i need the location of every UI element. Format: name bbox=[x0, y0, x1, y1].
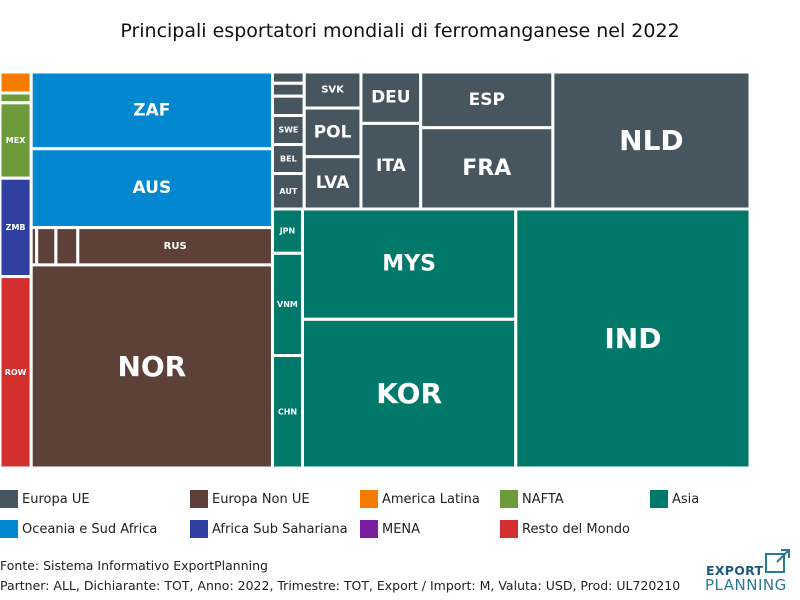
legend-swatch bbox=[190, 490, 208, 508]
treemap-cell bbox=[270, 94, 306, 118]
treemap-cell-label: ZMB bbox=[6, 223, 26, 232]
treemap-cell bbox=[514, 207, 752, 470]
details-note: Partner: ALL, Dichiarante: TOT, Anno: 20… bbox=[0, 578, 681, 593]
treemap-cell bbox=[29, 70, 274, 151]
logo-text-bottom: PLANNING bbox=[705, 576, 787, 594]
treemap-cell-label: KOR bbox=[376, 377, 442, 410]
treemap-cell bbox=[270, 143, 306, 176]
treemap-cell-label: NOR bbox=[117, 350, 186, 383]
legend-swatch bbox=[0, 520, 18, 538]
treemap-cell bbox=[54, 226, 80, 267]
treemap-cell bbox=[270, 207, 305, 255]
treemap-cell bbox=[35, 226, 58, 267]
treemap-cell-label: NLD bbox=[619, 124, 684, 157]
treemap-cell-label: RUS bbox=[164, 241, 187, 252]
treemap-cell-label: IND bbox=[604, 322, 661, 355]
treemap-cell bbox=[359, 121, 423, 211]
legend-item: Europa UE bbox=[0, 490, 90, 508]
legend-label: Europa UE bbox=[22, 491, 90, 507]
logo-text-top: EXPORT bbox=[706, 563, 764, 578]
legend-swatch bbox=[500, 490, 518, 508]
legend-swatch bbox=[500, 520, 518, 538]
legend-item: Resto del Mondo bbox=[500, 520, 630, 538]
treemap-cell-label: ZAF bbox=[133, 100, 170, 120]
legend-item: MENA bbox=[360, 520, 420, 538]
treemap-cell-label: DEU bbox=[371, 88, 411, 108]
treemap-cell-label: FRA bbox=[462, 156, 511, 181]
treemap-cell-label: MYS bbox=[382, 252, 436, 277]
treemap-cell bbox=[419, 70, 555, 130]
treemap-cell-label: MEX bbox=[6, 136, 26, 145]
treemap-cell bbox=[551, 70, 752, 211]
legend-label: MENA bbox=[382, 521, 421, 537]
treemap-cell bbox=[29, 263, 274, 470]
legend-item: Africa Sub Sahariana bbox=[190, 520, 348, 538]
treemap-cell bbox=[0, 70, 33, 95]
legend-swatch bbox=[0, 490, 18, 508]
treemap-cell-label: CHN bbox=[278, 407, 297, 416]
treemap-cell-label: LVA bbox=[316, 173, 350, 193]
treemap-cell-label: ROW bbox=[5, 368, 27, 377]
treemap-cell bbox=[270, 81, 306, 98]
treemap-cell bbox=[270, 251, 305, 358]
legend-item: Oceania e Sud Africa bbox=[0, 520, 157, 538]
chart-title: Principali esportatori mondiali di ferro… bbox=[120, 20, 680, 42]
treemap-cell-label: ITA bbox=[376, 156, 407, 176]
treemap-cell-label: VNM bbox=[277, 300, 298, 309]
treemap-cell-label: BEL bbox=[280, 155, 297, 164]
treemap-cell bbox=[270, 354, 305, 470]
legend-swatch bbox=[650, 490, 668, 508]
logo-mark-icon bbox=[765, 549, 790, 573]
legend-item: NAFTA bbox=[500, 490, 564, 508]
legend-label: Asia bbox=[672, 491, 700, 507]
legend-item: America Latina bbox=[360, 490, 480, 508]
treemap-chart: MEX ZMB ROW ZAF AUS RUS NOR SWE BEL AUT SVK POL LVA D… bbox=[0, 70, 752, 470]
legend-label: America Latina bbox=[382, 491, 480, 507]
legend-swatch bbox=[190, 520, 208, 538]
legend-label: Oceania e Sud Africa bbox=[22, 521, 158, 537]
treemap-cell bbox=[0, 275, 33, 470]
legend-label: NAFTA bbox=[522, 491, 564, 507]
legend-swatch bbox=[360, 520, 378, 538]
legend-item: Asia bbox=[650, 490, 699, 508]
treemap-cell-label: AUT bbox=[279, 187, 297, 196]
legend-item: Europa Non UE bbox=[190, 490, 310, 508]
treemap-cell bbox=[270, 70, 306, 85]
treemap-cell-label: SVK bbox=[321, 85, 345, 96]
exportplanning-logo: EXPORT PLANNING bbox=[705, 546, 795, 594]
treemap-cell bbox=[301, 317, 518, 470]
treemap-cell-label: POL bbox=[314, 122, 352, 142]
treemap-cell-label: SWE bbox=[278, 126, 298, 135]
legend-label: Africa Sub Sahariana bbox=[212, 521, 348, 537]
legend-label: Resto del Mondo bbox=[522, 521, 631, 537]
treemap-cell-label: JPN bbox=[279, 227, 296, 236]
legend-swatch bbox=[360, 490, 378, 508]
treemap-cell-label: AUS bbox=[133, 178, 172, 198]
treemap-cell-label: ESP bbox=[469, 90, 505, 110]
source-note: Fonte: Sistema Informativo ExportPlannin… bbox=[0, 558, 268, 573]
legend-label: Europa Non UE bbox=[212, 491, 310, 507]
